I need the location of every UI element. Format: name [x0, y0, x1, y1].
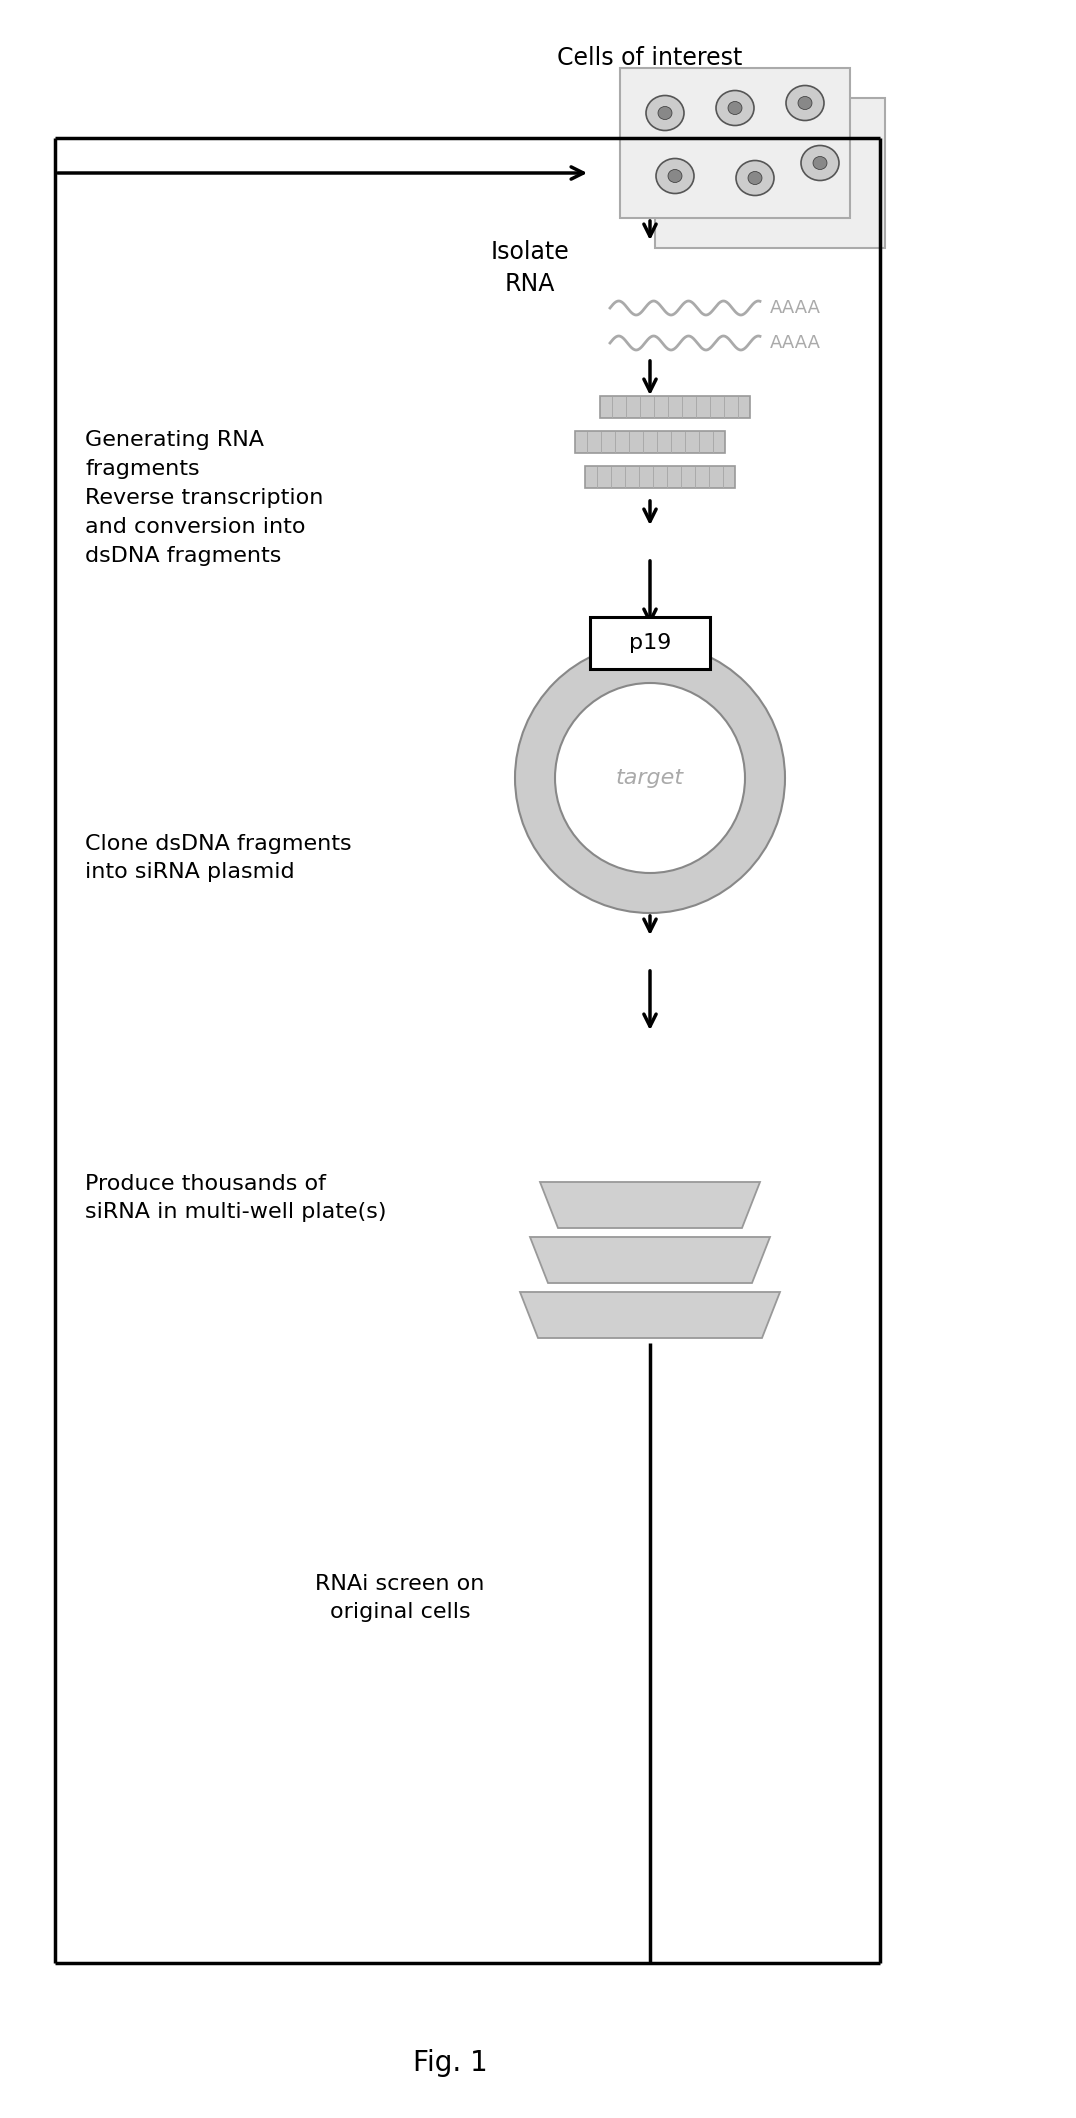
FancyBboxPatch shape	[585, 466, 735, 487]
Ellipse shape	[716, 91, 754, 125]
Ellipse shape	[813, 157, 827, 169]
Text: Isolate
RNA: Isolate RNA	[491, 239, 569, 297]
Polygon shape	[540, 1182, 760, 1228]
Text: target: target	[615, 769, 684, 788]
FancyBboxPatch shape	[590, 616, 710, 669]
FancyBboxPatch shape	[575, 430, 725, 453]
Ellipse shape	[515, 644, 785, 913]
Text: Generating RNA
fragments
Reverse transcription
and conversion into
dsDNA fragmen: Generating RNA fragments Reverse transcr…	[85, 430, 324, 566]
FancyBboxPatch shape	[600, 396, 750, 417]
Text: p19: p19	[628, 633, 671, 652]
Ellipse shape	[656, 159, 694, 193]
Text: RNAi screen on
original cells: RNAi screen on original cells	[315, 1574, 484, 1622]
Ellipse shape	[798, 97, 812, 110]
Ellipse shape	[801, 146, 839, 180]
FancyBboxPatch shape	[655, 97, 884, 248]
Text: Produce thousands of
siRNA in multi-well plate(s): Produce thousands of siRNA in multi-well…	[85, 1173, 386, 1222]
Text: Fig. 1: Fig. 1	[412, 2048, 487, 2078]
Ellipse shape	[748, 172, 762, 184]
Ellipse shape	[555, 682, 745, 873]
Polygon shape	[520, 1292, 780, 1339]
Ellipse shape	[785, 85, 824, 121]
Text: Cells of interest: Cells of interest	[557, 47, 742, 70]
Ellipse shape	[728, 102, 742, 114]
Polygon shape	[530, 1237, 770, 1284]
Ellipse shape	[563, 690, 737, 866]
Text: Clone dsDNA fragments
into siRNA plasmid: Clone dsDNA fragments into siRNA plasmid	[85, 834, 352, 881]
Ellipse shape	[659, 106, 672, 119]
Ellipse shape	[646, 95, 684, 131]
Ellipse shape	[736, 161, 774, 195]
Ellipse shape	[668, 169, 682, 182]
Text: AAAA: AAAA	[770, 335, 821, 352]
FancyBboxPatch shape	[620, 68, 850, 218]
Text: AAAA: AAAA	[770, 299, 821, 318]
